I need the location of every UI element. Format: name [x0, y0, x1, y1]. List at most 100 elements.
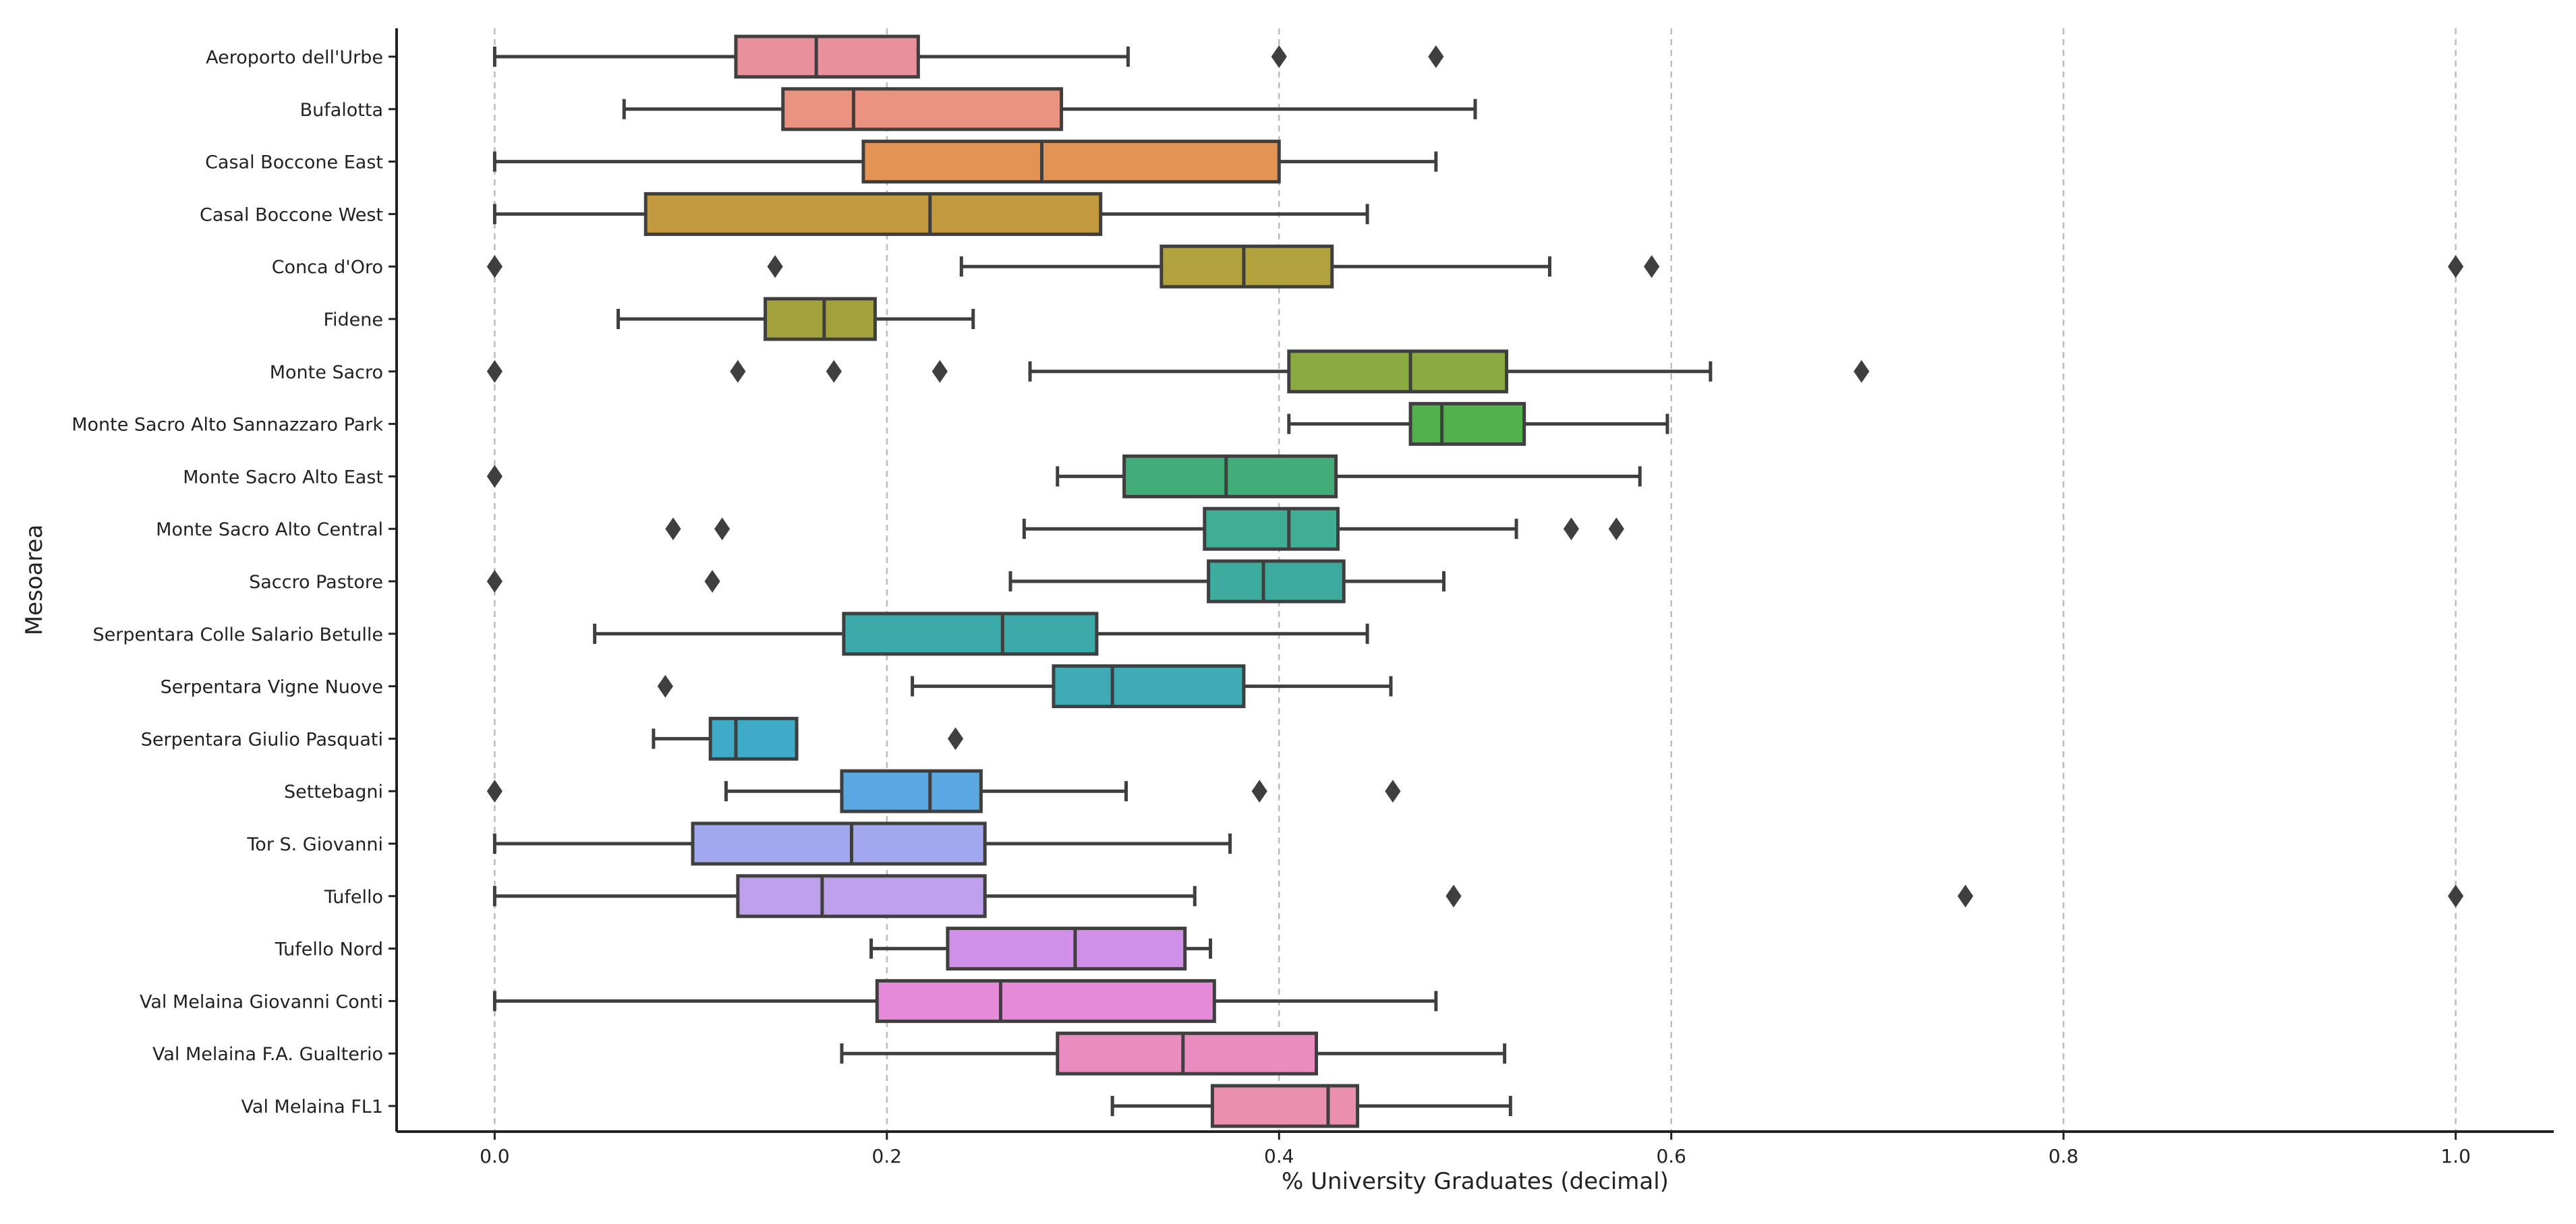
y-tick-label: Aeroporto dell'Urbe — [206, 47, 383, 68]
box-15 — [492, 821, 1232, 866]
iqr-box — [875, 979, 1216, 1023]
box-13 — [652, 716, 964, 761]
outlier — [1563, 517, 1580, 541]
x-tick-label: 0.6 — [1656, 1145, 1686, 1167]
y-tick-labels: Aeroporto dell'Urbe Bufalotta Casal Boccon… — [71, 47, 397, 1117]
x-tick-label: 0.4 — [1264, 1145, 1294, 1167]
y-tick-label: Monte Sacro Alto Sannazzaro Park — [71, 415, 383, 436]
iqr-box — [643, 192, 1103, 236]
iqr-box — [1287, 349, 1509, 394]
box-3 — [492, 192, 1369, 236]
box-9 — [665, 506, 1624, 551]
iqr-box — [1056, 1031, 1319, 1076]
iqr-box — [1122, 454, 1338, 498]
y-tick-label: Conca d'Oro — [272, 257, 383, 278]
outlier — [767, 255, 783, 279]
box-19 — [840, 1031, 1507, 1076]
outlier — [1251, 780, 1267, 803]
x-tick-label: 0.8 — [2049, 1145, 2079, 1167]
box-5 — [617, 297, 975, 341]
iqr-box — [842, 612, 1099, 656]
y-tick-label: Serpentara Colle Salario Betulle — [92, 624, 383, 645]
outlier — [1957, 884, 1974, 908]
outlier — [657, 674, 673, 698]
iqr-box — [946, 927, 1187, 971]
outlier — [2448, 884, 2464, 908]
y-tick-label: Monte Sacro Alto East — [183, 467, 383, 488]
iqr-box — [1210, 1084, 1360, 1128]
box-8 — [486, 454, 1642, 498]
outlier — [1271, 45, 1287, 68]
box-6 — [486, 349, 1870, 394]
outlier — [1854, 359, 1870, 383]
iqr-box — [1207, 559, 1346, 604]
iqr-box — [691, 821, 987, 866]
y-tick-label: Settebagni — [284, 782, 383, 803]
box-12 — [657, 664, 1393, 709]
box-1 — [622, 87, 1477, 132]
outlier — [665, 517, 681, 541]
y-tick-label: Monte Sacro Alto Central — [156, 519, 383, 540]
x-tick-label: 0.0 — [480, 1145, 510, 1167]
iqr-box — [1052, 664, 1246, 709]
outlier — [486, 570, 503, 593]
outlier — [704, 570, 720, 593]
box-2 — [492, 140, 1438, 184]
outlier — [486, 255, 503, 279]
box-0 — [492, 34, 1444, 79]
outlier — [2448, 255, 2464, 279]
box-4 — [486, 244, 2464, 289]
boxes — [486, 34, 2464, 1128]
y-tick-label: Serpentara Giulio Pasquati — [141, 729, 383, 750]
x-tick-labels: 0.0 0.2 0.4 0.6 0.8 1.0 — [480, 1132, 2471, 1167]
box-10 — [486, 559, 1446, 604]
y-tick-label: Casal Boccone East — [205, 152, 383, 173]
y-axis-title: Mesoarea — [21, 525, 48, 636]
box-17 — [869, 927, 1213, 971]
iqr-box — [781, 87, 1064, 132]
iqr-box — [764, 297, 877, 341]
outlier — [714, 517, 731, 541]
outlier — [730, 359, 746, 383]
x-tick-label: 0.2 — [872, 1145, 903, 1167]
y-tick-label: Bufalotta — [300, 100, 383, 121]
box-11 — [593, 612, 1369, 656]
box-14 — [486, 769, 1401, 813]
iqr-box — [1203, 506, 1340, 551]
y-tick-label: Saccro Pastore — [249, 572, 383, 593]
box-18 — [492, 979, 1438, 1023]
iqr-box — [708, 716, 799, 761]
outlier — [486, 359, 503, 383]
y-tick-label: Monte Sacro — [270, 362, 383, 383]
x-axis-title: % University Graduates (decimal) — [1282, 1168, 1669, 1195]
iqr-box — [1408, 402, 1526, 446]
outlier — [1446, 884, 1462, 908]
outlier — [486, 780, 503, 803]
y-tick-label: Tor S. Giovanni — [246, 834, 383, 855]
outlier — [1644, 255, 1660, 279]
box-20 — [1110, 1084, 1512, 1128]
y-tick-label: Tufello — [324, 887, 383, 908]
outlier — [932, 359, 948, 383]
y-tick-label: Serpentara Vigne Nuove — [161, 677, 383, 698]
outlier — [826, 359, 842, 383]
outlier — [947, 727, 964, 751]
y-tick-label: Casal Boccone West — [200, 204, 383, 225]
y-tick-label: Val Melaina Giovanni Conti — [140, 991, 383, 1012]
outlier — [1608, 517, 1624, 541]
outlier — [1428, 45, 1444, 68]
iqr-box — [1160, 244, 1334, 289]
y-tick-label: Val Melaina FL1 — [241, 1097, 383, 1117]
outlier — [486, 465, 503, 488]
iqr-box — [861, 140, 1281, 184]
y-tick-label: Fidene — [323, 310, 383, 330]
y-tick-label: Tufello Nord — [275, 939, 383, 960]
y-tick-label: Val Melaina F.A. Gualterio — [152, 1044, 383, 1065]
x-tick-label: 1.0 — [2440, 1145, 2471, 1167]
outlier — [1385, 780, 1401, 803]
iqr-box — [734, 34, 920, 79]
iqr-box — [840, 769, 983, 813]
iqr-box — [736, 874, 987, 919]
box-7 — [1287, 402, 1669, 446]
